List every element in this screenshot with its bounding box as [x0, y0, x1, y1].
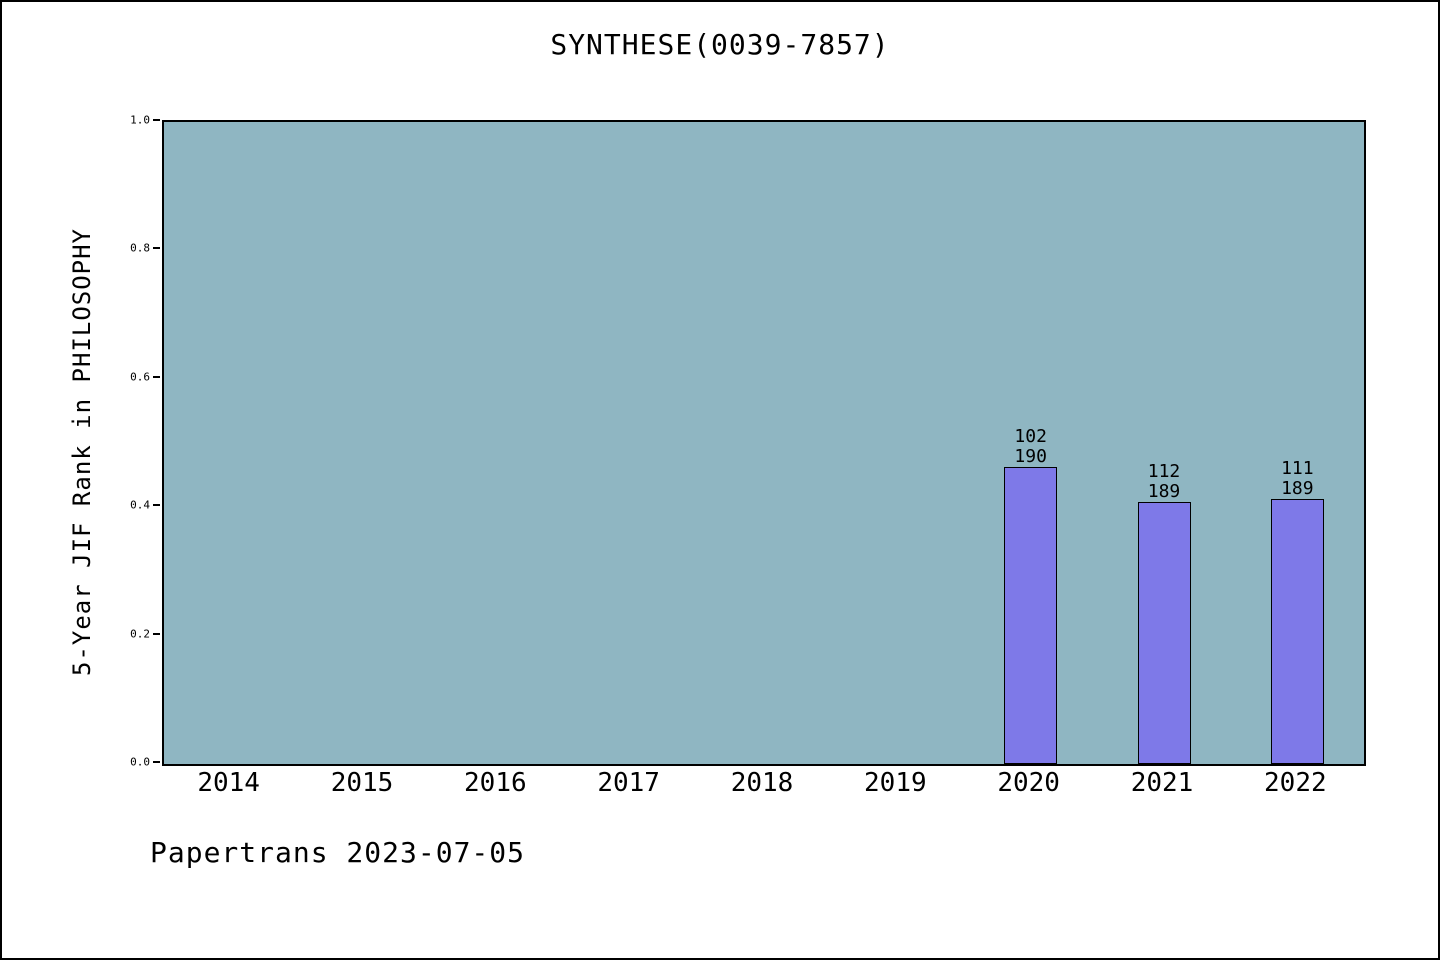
y-tick-mark: [153, 632, 160, 635]
footer-text: Papertrans 2023-07-05: [150, 836, 526, 869]
y-tick-mark: [153, 247, 160, 250]
bar-value-label-2020: 102 190: [1014, 426, 1047, 467]
bar-2020: [1004, 467, 1058, 764]
y-tick-label: 0.0: [130, 755, 150, 769]
y-tick-mark: [153, 119, 160, 121]
x-tick-label-2017: 2017: [597, 768, 660, 798]
y-tick-label: 0.4: [130, 498, 150, 512]
plot-area: 102 190 112 189 111 189: [162, 120, 1366, 766]
bar-value-label-2022: 111 189: [1281, 458, 1314, 499]
x-tick-label-2019: 2019: [864, 768, 927, 798]
x-tick-label-2014: 2014: [197, 768, 260, 798]
bar-2021: [1137, 502, 1191, 764]
y-tick-label: 0.6: [130, 370, 150, 384]
chart-title: SYNTHESE(0039-7857): [550, 28, 890, 61]
x-tick-label-2021: 2021: [1130, 768, 1194, 798]
y-tick-mark: [153, 761, 160, 763]
y-tick-label: 0.8: [130, 241, 150, 255]
y-tick-mark: [153, 375, 160, 378]
y-tick-mark: [153, 504, 160, 507]
x-tick-label-2015: 2015: [330, 768, 394, 798]
bar-value-label-2021: 112 189: [1147, 461, 1181, 502]
x-tick-label-2018: 2018: [730, 768, 794, 798]
x-tick-label-2020: 2020: [997, 768, 1060, 798]
y-tick-label: 1.0: [130, 113, 150, 127]
y-tick-label: 0.2: [130, 627, 150, 641]
y-axis-label: 5-Year JIF Rank in PHILOSOPHY: [68, 227, 96, 677]
x-tick-label-2022: 2022: [1264, 768, 1327, 798]
bar-2022: [1270, 499, 1324, 764]
x-tick-label-2016: 2016: [464, 768, 527, 798]
